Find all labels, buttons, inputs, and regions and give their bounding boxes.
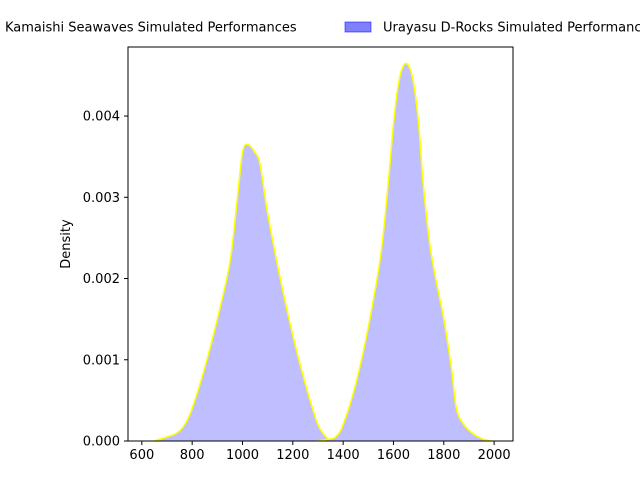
y-tick-label: 0.003 <box>83 191 120 206</box>
y-axis-label: Density <box>59 219 74 269</box>
y-tick-label: 0.002 <box>83 272 120 287</box>
x-tick-label: 2000 <box>478 448 511 463</box>
series-line-1 <box>154 143 329 442</box>
x-tick-label: 800 <box>180 448 205 463</box>
y-tick-label: 0.001 <box>83 353 120 368</box>
x-tick-label: 600 <box>129 448 154 463</box>
plot-frame <box>127 46 514 442</box>
series-area-2 <box>317 63 492 441</box>
axes-layer: 600 800 1000 1200 1400 1600 1800 2000 0.000 0.001… <box>59 46 514 463</box>
series-line-2 <box>317 62 492 442</box>
legend-swatch-2 <box>344 21 372 33</box>
legend-label-1: Kamaishi Seawaves Simulated Performances <box>5 21 297 36</box>
x-tick-label: 1400 <box>327 448 360 463</box>
x-tick-label: 1200 <box>276 448 309 463</box>
x-tick-label: 1600 <box>377 448 410 463</box>
x-tick-label: 1800 <box>427 448 460 463</box>
legend-label-2: Urayasu D-Rocks Simulated Performances <box>383 21 640 36</box>
series-area-1 <box>154 144 329 441</box>
y-tick-label: 0.000 <box>83 435 120 450</box>
series-layer <box>154 62 492 442</box>
x-tick-label: 1000 <box>226 448 259 463</box>
legend: Kamaishi Seawaves Simulated Performances… <box>5 21 640 36</box>
y-tick-label: 0.004 <box>83 110 120 125</box>
